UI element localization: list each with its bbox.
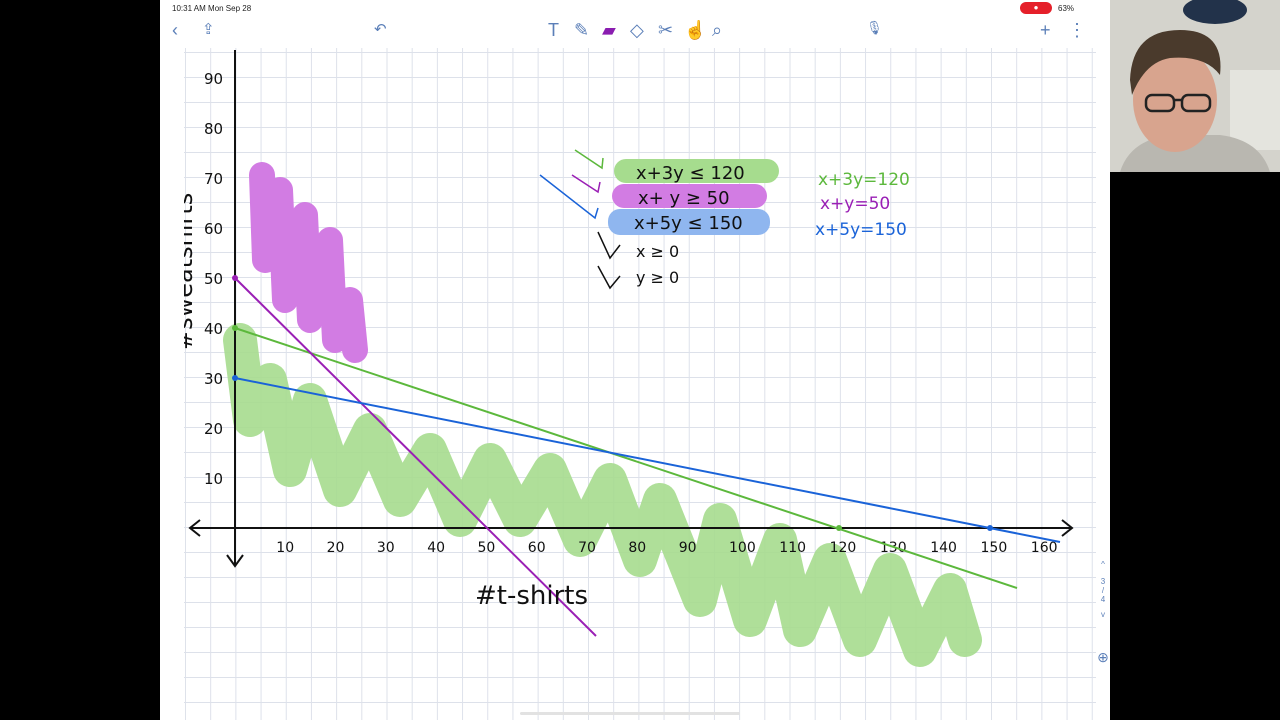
feasible-region-highlight (223, 323, 982, 667)
y-tick-label: 70 (204, 170, 223, 188)
back-icon[interactable]: ‹ (172, 20, 178, 40)
inequality-2: x+ y ≥ 50 (638, 188, 730, 209)
intercept-point (836, 525, 842, 531)
y-tick-label: 80 (204, 120, 223, 138)
x-tick-label: 90 (679, 540, 697, 556)
zoom-icon[interactable]: ⊕ (1097, 649, 1109, 665)
lasso-icon[interactable]: ✂ (658, 20, 674, 40)
inequality-5: y ≥ 0 (636, 268, 679, 287)
page-down-icon[interactable]: v (1101, 610, 1105, 619)
highlight-green (614, 159, 779, 183)
x-tick-label: 50 (478, 540, 496, 556)
black-margin (1120, 182, 1280, 720)
y-axis-label: #sweatshirts (184, 193, 198, 350)
y-tick-label: 50 (204, 270, 223, 288)
equation-blue: x+5y=150 (815, 220, 907, 240)
intercept-point (987, 525, 993, 531)
scrollbar[interactable] (520, 712, 740, 715)
hand-drawn-graph: 10 20 30 40 50 60 70 80 90 100 110 120 130 140 150 160 … (184, 50, 1074, 667)
y-tick-label: 60 (204, 220, 223, 238)
x-tick-label: 20 (327, 540, 345, 556)
y-tick-label: 40 (204, 320, 223, 338)
presenter-video (1110, 0, 1280, 172)
x-tick-label: 10 (276, 540, 294, 556)
eraser-icon[interactable]: ◇ (630, 20, 644, 40)
add-page-icon[interactable]: + (1040, 20, 1051, 40)
undo-icon[interactable]: ↶ (374, 21, 387, 38)
intercept-point (232, 325, 238, 331)
intercept-point (232, 375, 238, 381)
equation-green: x+3y=120 (818, 170, 910, 190)
x-tick-label: 140 (930, 540, 957, 556)
record-icon[interactable]: ● (1020, 2, 1052, 14)
page-navigator: ^ 3 / 4 v ⊕ (1096, 560, 1110, 666)
line-x-plus-5y-150 (234, 377, 1061, 543)
highlight-purple (612, 184, 767, 208)
intercept-point (232, 275, 238, 281)
x-tick-label: 150 (981, 540, 1008, 556)
y-tick-label: 90 (204, 70, 223, 88)
purple-region-highlight (249, 162, 368, 363)
zoom-tool-icon[interactable]: ⌕ (712, 20, 723, 40)
text-tool-icon[interactable]: T (548, 20, 559, 40)
x-tick-label: 110 (779, 540, 806, 556)
x-tick-label: 70 (578, 540, 596, 556)
inequality-3: x+5y ≤ 150 (634, 213, 743, 234)
line-x-plus-y-50 (234, 277, 597, 637)
x-tick-label: 130 (880, 540, 907, 556)
inequality-1: x+3y ≤ 120 (636, 163, 745, 184)
status-time: 10:31 AM Mon Sep 28 (172, 4, 252, 13)
current-page: 3 (1100, 577, 1106, 586)
y-tick-label: 10 (204, 470, 223, 488)
y-tick-label: 20 (204, 420, 223, 438)
x-tick-label: 160 (1031, 540, 1058, 556)
page-up-icon[interactable]: ^ (1101, 560, 1105, 569)
x-tick-label: 120 (830, 540, 857, 556)
ipad-screen: 10:31 AM Mon Sep 28 ● 63% ‹ ⇪ ↶ T ✎ ▰ ◇ … (160, 0, 1110, 720)
x-axis-label: #t-shirts (475, 581, 588, 611)
line-x-plus-3y-120 (234, 327, 1018, 589)
axes (188, 50, 1074, 568)
page-separator: / (1101, 586, 1105, 595)
x-tick-label: 60 (528, 540, 546, 556)
total-pages: 4 (1100, 595, 1106, 604)
note-page[interactable]: 10 20 30 40 50 60 70 80 90 100 110 120 130 140 150 160 … (184, 48, 1096, 720)
x-tick-label: 80 (628, 540, 646, 556)
microphone-icon[interactable]: 🎙 (866, 20, 883, 35)
highlighter-icon[interactable]: ▰ (602, 20, 616, 40)
check-marks (539, 149, 621, 290)
pen-icon[interactable]: ✎ (574, 20, 590, 40)
shapes-icon[interactable]: ☝ (684, 20, 707, 40)
battery-level: 63% (1058, 4, 1075, 13)
y-tick-label: 30 (204, 370, 223, 388)
share-icon[interactable]: ⇪ (202, 21, 215, 38)
x-tick-label: 40 (427, 540, 445, 556)
status-bar: 10:31 AM Mon Sep 28 ● 63% (160, 0, 1110, 16)
toolbar: ‹ ⇪ ↶ T ✎ ▰ ◇ ✂ ☝ ⌕ 🎙 + ⋮ (160, 18, 1110, 48)
highlight-blue (608, 209, 770, 235)
more-icon[interactable]: ⋮ (1068, 20, 1086, 40)
webcam-overlay (1110, 0, 1280, 172)
x-tick-label: 100 (729, 540, 756, 556)
equation-purple: x+y=50 (820, 194, 890, 214)
axis-arrows (188, 519, 1074, 568)
x-tick-label: 30 (377, 540, 395, 556)
inequality-4: x ≥ 0 (636, 242, 679, 261)
